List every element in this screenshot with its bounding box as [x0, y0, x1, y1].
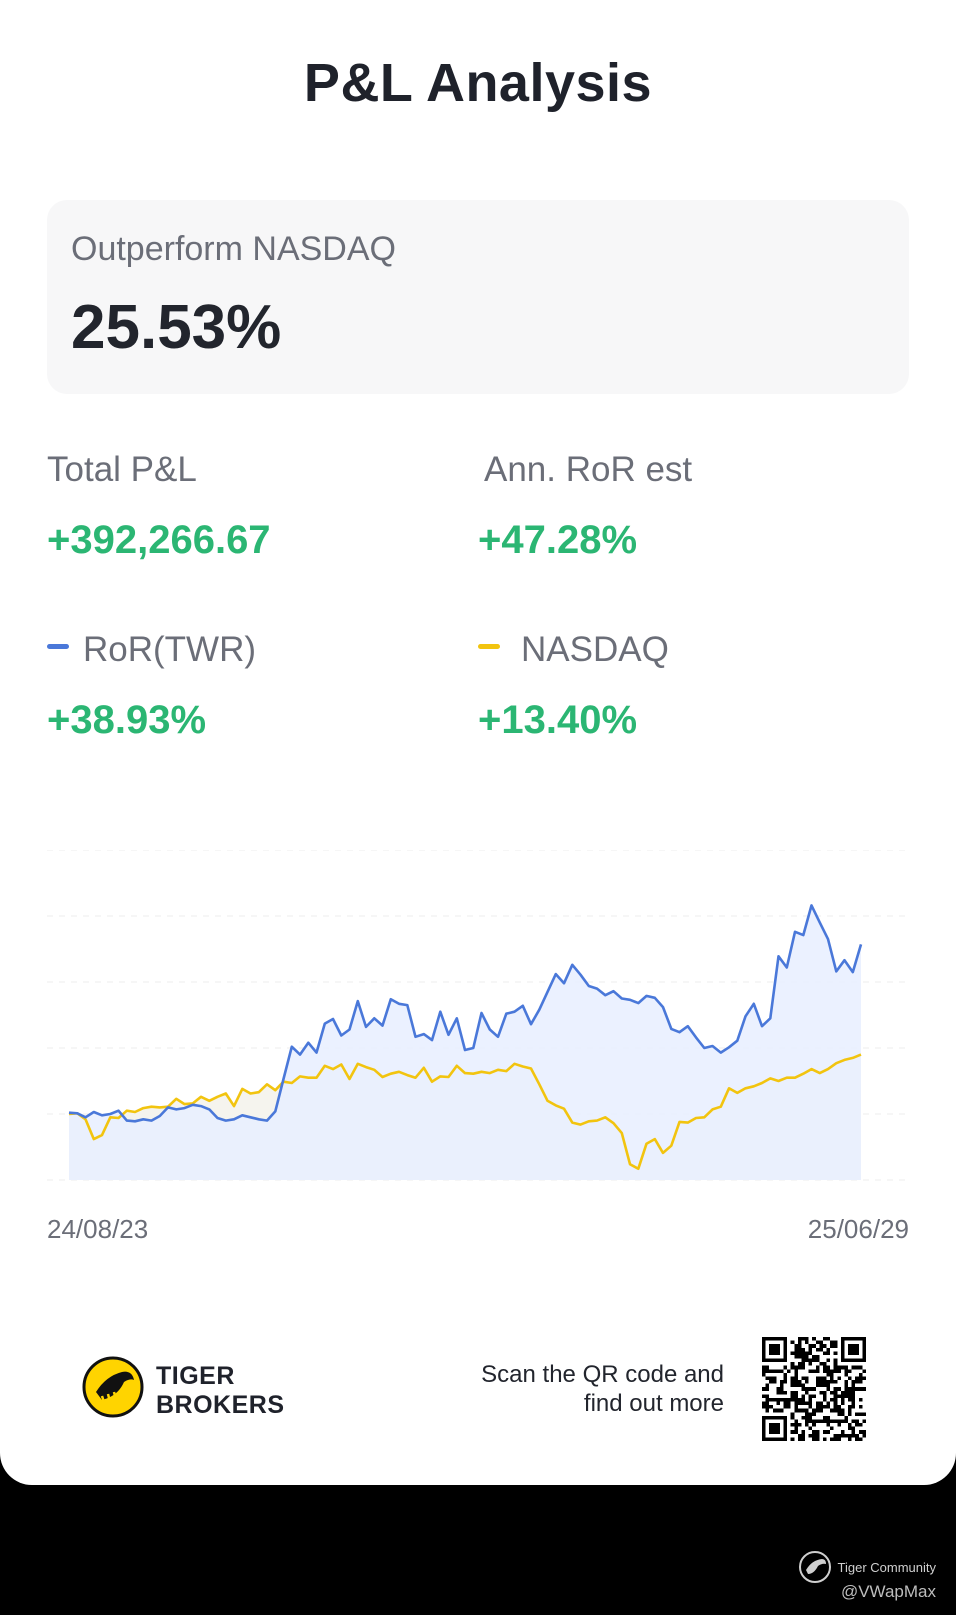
outperform-panel: Outperform NASDAQ 25.53%: [47, 200, 909, 394]
outperform-label: Outperform NASDAQ: [71, 230, 396, 268]
page-title: P&L Analysis: [303, 53, 653, 113]
ror-area-fill: [69, 905, 861, 1180]
tiger-community-icon: [798, 1551, 831, 1583]
community-watermark: Tiger Community: [798, 1550, 936, 1584]
total-pl-label: Total P&L: [47, 450, 197, 489]
pl-line-chart: [47, 850, 909, 1181]
tiger-brokers-logo-icon: [82, 1356, 144, 1418]
ror-value: +38.93%: [47, 698, 207, 742]
author-handle: @VWapMax: [840, 1582, 936, 1601]
x-axis-start-label: 24/08/23: [47, 1214, 149, 1244]
total-pl-value: +392,266.67: [47, 518, 271, 562]
ror-legend-label: RoR(TWR): [83, 630, 257, 669]
nasdaq-series-line: [68, 1053, 862, 1171]
ror-series-line: [68, 904, 863, 1123]
brand-name: TIGER BROKERS: [156, 1362, 285, 1420]
scan-line-1: Scan the QR code and: [481, 1361, 724, 1388]
community-label: Tiger Community: [837, 1559, 936, 1575]
ann-ror-value: +47.28%: [478, 518, 638, 562]
nasdaq-legend-label: NASDAQ: [521, 630, 669, 669]
nasdaq-value: +13.40%: [478, 698, 638, 742]
brand-line-1: TIGER: [156, 1362, 235, 1390]
scan-line-2: find out more: [583, 1390, 724, 1417]
x-axis-end-label: 25/06/29: [807, 1214, 909, 1244]
qr-code-icon[interactable]: [762, 1337, 866, 1441]
scan-prompt: Scan the QR code and find out more: [481, 1360, 724, 1418]
ann-ror-label: Ann. RoR est: [484, 450, 693, 489]
nasdaq-legend-swatch: [478, 644, 500, 649]
outperform-value: 25.53%: [71, 293, 282, 362]
pl-analysis-card: P&L Analysis Outperform NASDAQ 25.53% To…: [0, 0, 956, 1485]
brand-line-2: BROKERS: [156, 1391, 285, 1419]
ror-legend-swatch: [47, 644, 69, 649]
